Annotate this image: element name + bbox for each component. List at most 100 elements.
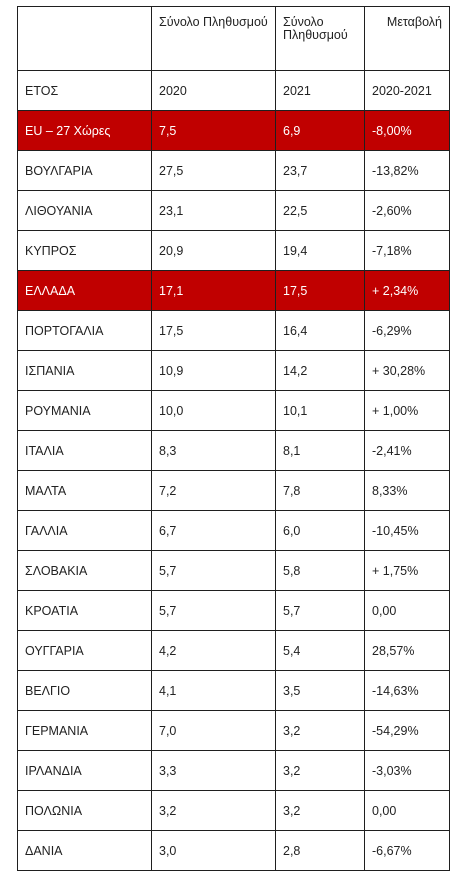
value-2021-cell: 10,1 [275,390,365,431]
header-cell-total-population-2020: Σύνολο Πληθυσμού [151,6,276,71]
table-row: EU – 27 Χώρες 7,5 6,9 -8,00% [17,110,450,151]
table-row: ΟΥΓΓΑΡΙΑ 4,2 5,4 28,57% [17,630,450,671]
value-2020-cell: 4,2 [151,630,276,671]
table-row: ΒΟΥΛΓΑΡΙΑ 27,5 23,7 -13,82% [17,150,450,191]
table-row: ΙΣΠΑΝΙΑ 10,9 14,2 + 30,28% [17,350,450,391]
table-row: ΙΡΛΑΝΔΙΑ 3,3 3,2 -3,03% [17,750,450,791]
value-2020-cell: 7,2 [151,470,276,511]
change-cell: + 30,28% [364,350,450,391]
country-cell: ΚΡΟΑΤΙΑ [17,590,152,631]
value-2020-cell: 4,1 [151,670,276,711]
table-row: ΜΑΛΤΑ 7,2 7,8 8,33% [17,470,450,511]
table-row: ΣΛΟΒΑΚΙΑ 5,7 5,8 + 1,75% [17,550,450,591]
value-2021-cell: 5,4 [275,630,365,671]
population-table: Σύνολο Πληθυσμού Σύνολο Πληθυσμού Μεταβο… [17,6,450,871]
value-2021-cell: 8,1 [275,430,365,471]
value-2021-cell: 6,9 [275,110,365,151]
country-cell: ΙΣΠΑΝΙΑ [17,350,152,391]
value-2021-cell: 3,5 [275,670,365,711]
value-2020-cell: 7,0 [151,710,276,751]
country-cell: ΠΟΡΤΟΓΑΛΙΑ [17,310,152,351]
value-2021-cell: 2021 [275,70,365,111]
change-cell: 28,57% [364,630,450,671]
header-cell-change: Μεταβολή [364,6,450,71]
value-2020-cell: 3,0 [151,830,276,871]
value-2020-cell: 20,9 [151,230,276,271]
table-row: ΠΟΡΤΟΓΑΛΙΑ 17,5 16,4 -6,29% [17,310,450,351]
change-cell: -7,18% [364,230,450,271]
change-cell: 8,33% [364,470,450,511]
table-body: Σύνολο Πληθυσμού Σύνολο Πληθυσμού Μεταβο… [17,6,450,871]
value-2020-cell: 17,5 [151,310,276,351]
change-cell: 0,00 [364,790,450,831]
change-cell: -2,41% [364,430,450,471]
change-cell: + 1,00% [364,390,450,431]
value-2021-cell: 2,8 [275,830,365,871]
country-cell: ΙΡΛΑΝΔΙΑ [17,750,152,791]
change-cell: 0,00 [364,590,450,631]
value-2021-cell: 16,4 [275,310,365,351]
change-cell: -2,60% [364,190,450,231]
country-cell: ΕΛΛΑΔΑ [17,270,152,311]
value-2020-cell: 8,3 [151,430,276,471]
country-cell: ΔΑΝΙΑ [17,830,152,871]
country-cell: ΚΥΠΡΟΣ [17,230,152,271]
change-cell: + 1,75% [364,550,450,591]
value-2021-cell: 3,2 [275,750,365,791]
table-row: ΚΥΠΡΟΣ 20,9 19,4 -7,18% [17,230,450,271]
value-2020-cell: 7,5 [151,110,276,151]
value-2021-cell: 3,2 [275,790,365,831]
value-2021-cell: 5,8 [275,550,365,591]
country-cell: ΜΑΛΤΑ [17,470,152,511]
value-2021-cell: 23,7 [275,150,365,191]
country-cell: EU – 27 Χώρες [17,110,152,151]
country-cell: ΡΟΥΜΑΝΙΑ [17,390,152,431]
country-cell: ΛΙΘΟΥΑΝΙΑ [17,190,152,231]
country-cell: ΒΕΛΓΙΟ [17,670,152,711]
value-2020-cell: 10,0 [151,390,276,431]
change-cell: -13,82% [364,150,450,191]
change-cell: -8,00% [364,110,450,151]
table-header-row: Σύνολο Πληθυσμού Σύνολο Πληθυσμού Μεταβο… [17,6,450,71]
change-cell: -6,67% [364,830,450,871]
value-2020-cell: 3,3 [151,750,276,791]
value-2021-cell: 5,7 [275,590,365,631]
table-row: ΕΛΛΑΔΑ 17,1 17,5 + 2,34% [17,270,450,311]
table-row: ΙΤΑΛΙΑ 8,3 8,1 -2,41% [17,430,450,471]
value-2020-cell: 3,2 [151,790,276,831]
change-cell: + 2,34% [364,270,450,311]
change-cell: 2020-2021 [364,70,450,111]
value-2020-cell: 23,1 [151,190,276,231]
table-row: ΡΟΥΜΑΝΙΑ 10,0 10,1 + 1,00% [17,390,450,431]
table-row: ΒΕΛΓΙΟ 4,1 3,5 -14,63% [17,670,450,711]
change-cell: -54,29% [364,710,450,751]
table-row: ΚΡΟΑΤΙΑ 5,7 5,7 0,00 [17,590,450,631]
value-2020-cell: 5,7 [151,550,276,591]
country-cell: ΣΛΟΒΑΚΙΑ [17,550,152,591]
country-cell: ΙΤΑΛΙΑ [17,430,152,471]
value-2020-cell: 5,7 [151,590,276,631]
value-2020-cell: 6,7 [151,510,276,551]
change-cell: -14,63% [364,670,450,711]
country-cell: ΠΟΛΩΝΙΑ [17,790,152,831]
table-row: ΠΟΛΩΝΙΑ 3,2 3,2 0,00 [17,790,450,831]
value-2021-cell: 22,5 [275,190,365,231]
value-2021-cell: 6,0 [275,510,365,551]
country-cell: ΟΥΓΓΑΡΙΑ [17,630,152,671]
country-cell: ΓΑΛΛΙΑ [17,510,152,551]
header-cell-empty [17,6,152,71]
country-cell: ΓΕΡΜΑΝΙΑ [17,710,152,751]
country-cell: ΕΤΟΣ [17,70,152,111]
value-2020-cell: 2020 [151,70,276,111]
value-2021-cell: 14,2 [275,350,365,391]
value-2020-cell: 10,9 [151,350,276,391]
table-row: ΓΑΛΛΙΑ 6,7 6,0 -10,45% [17,510,450,551]
table-row: ΕΤΟΣ 2020 2021 2020-2021 [17,70,450,111]
value-2021-cell: 19,4 [275,230,365,271]
value-2021-cell: 3,2 [275,710,365,751]
header-cell-total-population-2021: Σύνολο Πληθυσμού [275,6,365,71]
table-row: ΔΑΝΙΑ 3,0 2,8 -6,67% [17,830,450,871]
country-cell: ΒΟΥΛΓΑΡΙΑ [17,150,152,191]
table-row: ΓΕΡΜΑΝΙΑ 7,0 3,2 -54,29% [17,710,450,751]
table-row: ΛΙΘΟΥΑΝΙΑ 23,1 22,5 -2,60% [17,190,450,231]
